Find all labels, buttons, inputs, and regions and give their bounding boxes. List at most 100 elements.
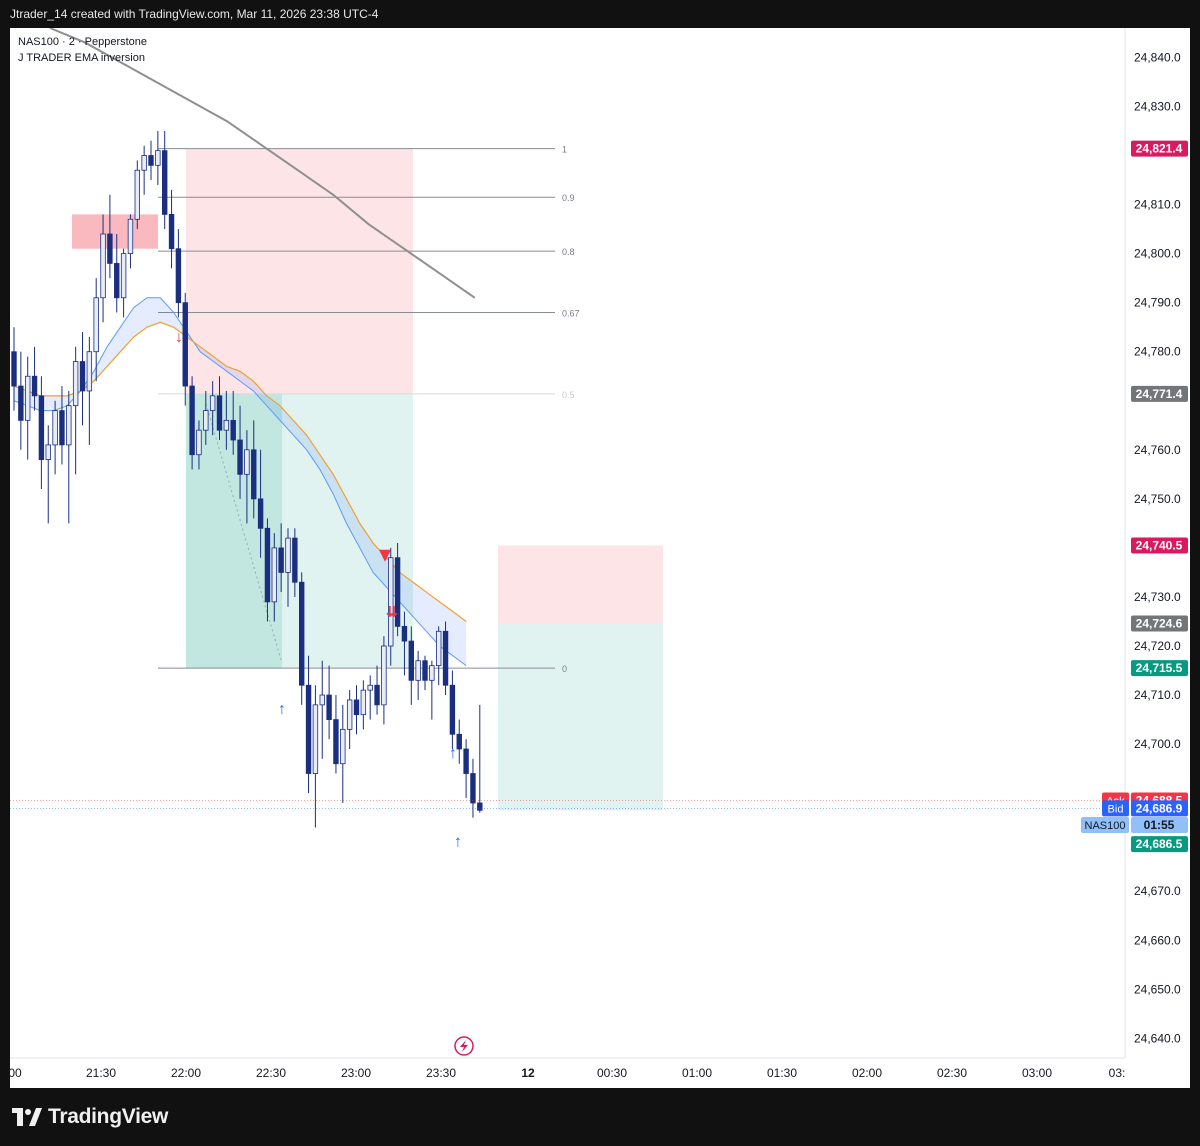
tradingview-logo-text: TradingView — [48, 1105, 169, 1128]
price-label-box — [1131, 140, 1188, 157]
event-lightning-glyph — [460, 1040, 468, 1052]
candle-body — [374, 684, 380, 706]
candle-body — [257, 498, 264, 529]
ema-long-line — [49, 28, 476, 299]
time-axis-tick: 22:30 — [256, 1066, 286, 1080]
price-label-box — [1131, 537, 1188, 554]
sell-arrow-icon: ↓ — [175, 329, 183, 346]
candle-body — [353, 699, 360, 716]
price-axis-tick: 24,750.0 — [1134, 492, 1181, 506]
price-axis-tick: 24,700.0 — [1134, 737, 1181, 751]
candle-body — [305, 684, 312, 774]
price-axis-tick: 24,730.0 — [1134, 590, 1181, 604]
candle-body — [45, 444, 51, 461]
candle-body — [134, 169, 140, 220]
candle-body — [429, 665, 435, 681]
price-chart[interactable]: 1 0.9 0.8 0.67 0.5 0 ↓ ⇊ ↑ ↑ ↑ 24,840.0 24,830.0 24,8… — [10, 28, 1190, 1088]
price-axis-tick: 24,640.0 — [1134, 1031, 1181, 1045]
candle-body — [456, 733, 462, 750]
fib-level-label: 0.67 — [562, 308, 580, 318]
price-label-text: 24,715.5 — [1136, 661, 1183, 675]
tradingview-logo: TradingView — [12, 1102, 168, 1132]
symbol-info[interactable]: NAS100 · 2 · Pepperstone — [18, 36, 148, 48]
candle-body — [346, 699, 353, 730]
time-axis-tick: 22:00 — [171, 1066, 201, 1080]
attribution-bar: Jtrader_14 created with TradingView.com,… — [0, 0, 1200, 28]
price-axis-tick: 24,790.0 — [1134, 296, 1181, 310]
candle-body — [24, 375, 31, 421]
time-axis-tick: 00:30 — [597, 1066, 627, 1080]
position-2-risk-zone — [498, 545, 663, 624]
candle-body — [292, 537, 298, 583]
candle-body — [114, 263, 120, 299]
candle-body — [100, 233, 106, 299]
candle-body — [189, 385, 195, 456]
candle-body — [463, 748, 469, 774]
price-label-box — [1131, 836, 1188, 853]
candle-body — [271, 547, 277, 603]
price-label-text: 24,686.5 — [1136, 837, 1183, 851]
time-axis-tick: 01:00 — [682, 1066, 712, 1080]
candle-body — [223, 419, 230, 431]
time-axis-tick: 02:00 — [852, 1066, 882, 1080]
buy-arrow-icon: ↑ — [454, 833, 462, 850]
price-label-text: 24,771.4 — [1136, 387, 1183, 401]
price-axis-tick: 24,720.0 — [1134, 639, 1181, 653]
price-label-box — [1131, 800, 1188, 817]
position-1-path — [205, 403, 283, 664]
candle-body — [470, 773, 476, 804]
indicator-name[interactable]: J TRADER EMA inversion — [18, 52, 145, 64]
candle-body — [264, 527, 271, 603]
candle-body — [442, 630, 449, 686]
candle-body — [251, 449, 257, 500]
buy-arrow-icon: ↑ — [278, 701, 286, 718]
attribution-text: Jtrader_14 created with TradingView.com,… — [10, 7, 379, 21]
chart-area[interactable]: 1 0.9 0.8 0.67 0.5 0 ↓ ⇊ ↑ ↑ ↑ 24,840.0 24,830.0 24,8… — [10, 28, 1190, 1088]
price-label-box — [1131, 385, 1188, 402]
candle-body — [326, 694, 332, 720]
fib-level-label: 0.9 — [562, 193, 575, 203]
candle-body — [18, 385, 24, 421]
sell-triangle-icon — [379, 549, 391, 562]
candle-body — [86, 351, 93, 392]
buy-arrow-icon: ↑ — [449, 745, 457, 762]
candle-body — [107, 233, 113, 264]
time-axis-tick: 02:30 — [937, 1066, 967, 1080]
candle-body — [319, 694, 325, 706]
time-axis-tick: 23:00 — [341, 1066, 371, 1080]
candle-body — [230, 419, 236, 441]
candle-body — [244, 449, 250, 475]
price-axis-tick: 24,810.0 — [1134, 198, 1181, 212]
price-axis-tick: 24,840.0 — [1134, 50, 1181, 64]
candle-body — [11, 351, 17, 387]
price-label-text: 24,821.4 — [1136, 142, 1183, 156]
candle-body — [203, 410, 209, 431]
footer-bar — [0, 1088, 1200, 1146]
price-label-text: 01:55 — [1144, 818, 1175, 832]
position-1-risk-zone — [186, 148, 413, 394]
candle-body — [182, 302, 188, 387]
candle-body — [381, 645, 387, 706]
position-2-reward-zone — [498, 623, 663, 811]
supply-zone — [72, 214, 158, 249]
candle-body — [401, 625, 408, 642]
candle-body — [278, 547, 284, 573]
candle-body — [360, 689, 367, 716]
price-label-box — [1131, 615, 1188, 632]
candle-body — [52, 410, 58, 446]
candle-body — [333, 719, 339, 765]
candle-body — [93, 297, 99, 353]
candle-body — [237, 439, 243, 475]
candle-body — [127, 218, 134, 255]
time-axis-tick: 03:00 — [1022, 1066, 1052, 1080]
chart-legend: NAS100 · 2 · Pepperstone J TRADER EMA in… — [18, 34, 147, 66]
candle-body — [59, 410, 65, 446]
price-axis-tick: 24,780.0 — [1134, 345, 1181, 359]
candle-body — [312, 704, 319, 774]
price-label-box — [1131, 817, 1188, 834]
price-tag-text: NAS100 — [1085, 820, 1126, 832]
price-label-text: 24,724.6 — [1136, 616, 1183, 630]
candle-body — [161, 150, 168, 215]
candle-body — [120, 253, 127, 299]
price-tag-box — [1081, 817, 1129, 834]
